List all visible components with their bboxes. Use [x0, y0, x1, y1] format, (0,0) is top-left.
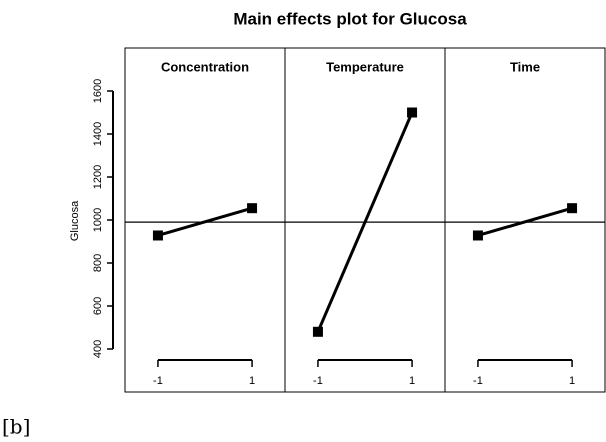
panel-title: Temperature [326, 59, 404, 74]
effect-point [567, 203, 578, 214]
panel-title: Time [510, 59, 540, 74]
x-tick-label: -1 [153, 375, 163, 387]
x-tick-label: 1 [569, 375, 575, 387]
effect-point [152, 230, 163, 241]
x-tick-label: 1 [249, 375, 255, 387]
y-tick-label: 1200 [92, 165, 104, 189]
effect-point [312, 326, 323, 337]
y-tick-label: 1600 [92, 79, 104, 103]
effect-line [157, 206, 253, 237]
effect-point [247, 203, 258, 214]
effect-line [477, 206, 573, 237]
caption: [b] [2, 415, 30, 439]
y-tick-label: 400 [92, 340, 104, 358]
y-tick-label: 800 [92, 254, 104, 272]
y-tick-label: 1000 [92, 208, 104, 232]
x-tick-label: -1 [313, 375, 323, 387]
chart-title: Main effects plot for Glucosa [233, 9, 467, 28]
plot-frame [124, 47, 606, 393]
y-tick-label: 600 [92, 297, 104, 315]
effect-line [316, 111, 414, 333]
panel-title: Concentration [161, 59, 249, 74]
y-tick-label: 1400 [92, 122, 104, 146]
y-axis-label: Glucosa [69, 200, 81, 241]
x-tick-label: -1 [473, 375, 483, 387]
effect-point [407, 107, 418, 118]
x-tick-label: 1 [409, 375, 415, 387]
effect-point [472, 230, 483, 241]
